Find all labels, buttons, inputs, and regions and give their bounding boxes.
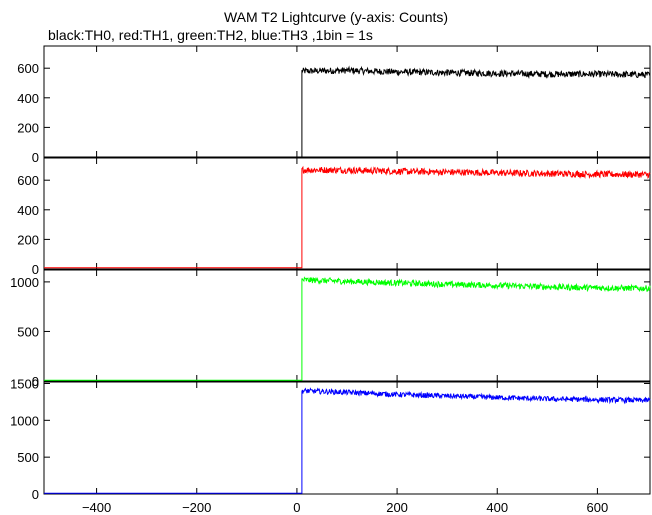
panel-frame <box>43 381 651 495</box>
panel-4: 0 500 1000 1500 −400 −200 0 200 400 600 <box>10 376 651 515</box>
x-tick-label: 600 <box>587 500 609 515</box>
y-tick-label: 500 <box>17 450 39 465</box>
y-tick-label: 500 <box>17 324 39 339</box>
y-tick-label: 0 <box>32 150 39 165</box>
y-tick-label: 200 <box>17 232 39 247</box>
panels-group: 0200400600020040060005001000050010001500… <box>10 45 651 515</box>
y-tick-label: 200 <box>17 120 39 135</box>
y-tick-label: 0 <box>32 374 39 389</box>
x-tick-label: 400 <box>486 500 508 515</box>
y-tick-label: 600 <box>17 173 39 188</box>
x-tick-label: −400 <box>82 500 111 515</box>
panel-1: 0 200 400 600 <box>17 45 651 165</box>
y-tick-label: 1000 <box>10 275 39 290</box>
x-tick-label: 0 <box>293 500 300 515</box>
y-tick-label: 0 <box>32 262 39 277</box>
figure-subtitle: black:TH0, red:TH1, green:TH2, blue:TH3 … <box>48 27 373 43</box>
x-tick-label: −200 <box>182 500 211 515</box>
figure-title: WAM T2 Lightcurve (y-axis: Counts) <box>224 9 448 25</box>
series-TH0-line <box>44 65 651 158</box>
panel-2: 0 200 400 600 <box>17 157 651 277</box>
y-tick-label: 400 <box>17 91 39 106</box>
series-TH1-line <box>44 165 651 269</box>
panel-frame <box>43 157 651 270</box>
panel-frame <box>43 45 651 158</box>
panel-3: 0 500 1000 <box>10 269 651 389</box>
y-tick-label: 0 <box>32 487 39 502</box>
y-tick-label: 400 <box>17 203 39 218</box>
y-tick-label: 1000 <box>10 413 39 428</box>
series-TH3-line <box>44 387 651 494</box>
panel-frame <box>43 269 651 382</box>
series-TH2-line <box>44 276 651 381</box>
x-tick-label: 200 <box>386 500 408 515</box>
y-tick-label: 600 <box>17 61 39 76</box>
y-tick-label: 1500 <box>10 376 39 391</box>
